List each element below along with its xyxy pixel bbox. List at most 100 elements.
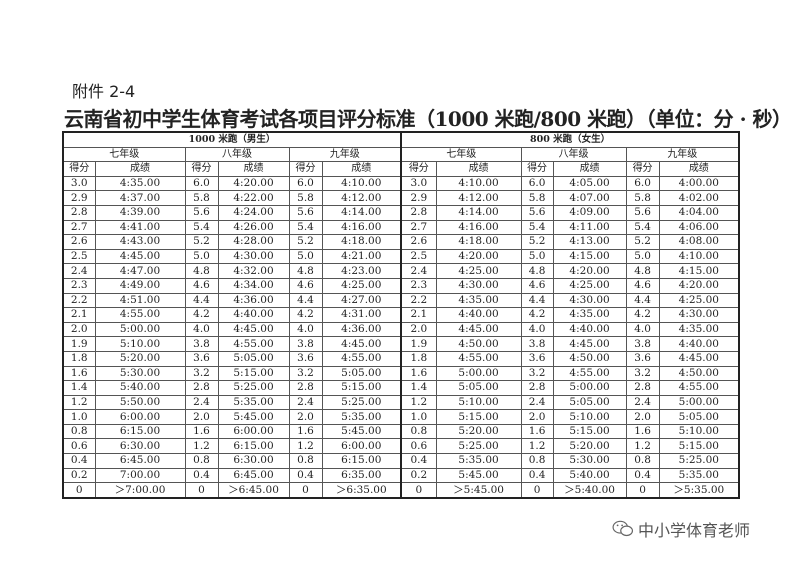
result-cell: 4:45.00	[435, 321, 522, 338]
table-row: 0 ＞7:00.00 0 ＞6:45.00 0 ＞6:35.00 0 ＞5:45.00 0 ＞5:…	[62, 482, 740, 499]
score-cell: 5.4	[625, 219, 660, 236]
column-header-row: 得分 成绩 得分 成绩 得分 成绩 得分 成绩 得分 成绩 得分 成绩	[62, 161, 740, 177]
result-cell: 5:10.00	[435, 394, 522, 411]
score-cell: 0.2	[62, 467, 96, 484]
score-cell: 0.6	[400, 438, 437, 455]
score-cell: 1.9	[62, 336, 96, 352]
score-cell: 0	[625, 482, 660, 499]
result-cell: ＞5:35.00	[658, 482, 740, 499]
score-cell: 1.2	[288, 438, 323, 455]
result-cell: 4:41.00	[94, 219, 186, 236]
score-cell: 5.4	[520, 219, 554, 236]
score-cell: 5.2	[625, 234, 660, 250]
result-header: 成绩	[94, 161, 186, 177]
grade-header: 七年级	[400, 146, 522, 163]
grade-header: 八年级	[520, 146, 627, 163]
result-cell: 6:30.00	[217, 453, 290, 469]
score-cell: 4.2	[288, 307, 323, 323]
result-cell: 4:55.00	[552, 365, 627, 382]
result-cell: 5:00.00	[94, 321, 186, 338]
result-cell: 5:05.00	[321, 365, 403, 382]
result-cell: 4:40.00	[552, 321, 627, 338]
result-cell: 4:34.00	[217, 277, 290, 294]
score-cell: 4.0	[288, 321, 323, 338]
score-cell: 0	[184, 482, 219, 499]
score-cell: 0.4	[184, 467, 219, 484]
score-cell: 4.8	[184, 263, 219, 279]
result-cell: 5:35.00	[217, 394, 290, 411]
result-cell: 4:20.00	[435, 248, 522, 265]
score-cell: 4.0	[184, 321, 219, 338]
table-row: 2.7 4:41.00 5.4 4:26.00 5.4 4:16.00 2.7 4:16.00…	[62, 219, 740, 236]
score-cell: 4.4	[184, 292, 219, 309]
score-cell: 4.4	[520, 292, 554, 309]
score-cell: 0.4	[520, 467, 554, 484]
score-cell: 2.9	[400, 190, 437, 206]
score-cell: 0	[520, 482, 554, 499]
result-cell: 4:35.00	[94, 175, 186, 192]
result-cell: 5:25.00	[658, 453, 740, 469]
table-row: 2.5 4:45.00 5.0 4:30.00 5.0 4:21.00 2.5 4:20.00…	[62, 248, 740, 265]
result-cell: 5:25.00	[435, 438, 522, 455]
result-cell: 4:18.00	[435, 234, 522, 250]
result-cell: 4:55.00	[658, 380, 740, 396]
result-cell: 4:35.00	[552, 307, 627, 323]
result-cell: 4:07.00	[552, 190, 627, 206]
result-cell: 5:20.00	[552, 438, 627, 455]
result-cell: 5:40.00	[552, 467, 627, 484]
result-cell: 7:00.00	[94, 467, 186, 484]
score-cell: 5.0	[288, 248, 323, 265]
score-cell: 1.9	[400, 336, 437, 352]
score-cell: 2.7	[62, 219, 96, 236]
score-cell: 5.2	[288, 234, 323, 250]
result-cell: 4:08.00	[658, 234, 740, 250]
score-cell: 0.8	[62, 423, 96, 440]
score-cell: 1.2	[520, 438, 554, 455]
score-cell: 3.8	[288, 336, 323, 352]
result-cell: 4:55.00	[94, 307, 186, 323]
result-cell: 4:35.00	[435, 292, 522, 309]
result-cell: 4:12.00	[321, 190, 403, 206]
result-cell: 6:15.00	[94, 423, 186, 440]
score-cell: 5.6	[520, 204, 554, 221]
result-cell: 6:00.00	[217, 423, 290, 440]
result-cell: 5:35.00	[435, 453, 522, 469]
score-cell: 1.0	[62, 409, 96, 425]
score-cell: 2.4	[520, 394, 554, 411]
result-cell: 5:15.00	[658, 438, 740, 455]
result-cell: 4:14.00	[321, 204, 403, 221]
table-row: 2.3 4:49.00 4.6 4:34.00 4.6 4:25.00 2.3 4:30.00…	[62, 277, 740, 294]
result-cell: 5:05.00	[552, 394, 627, 411]
result-cell: 5:45.00	[435, 467, 522, 484]
score-cell: 5.4	[288, 219, 323, 236]
score-cell: 3.2	[288, 365, 323, 382]
score-cell: 4.6	[520, 277, 554, 294]
score-cell: 4.8	[625, 263, 660, 279]
watermark: 中小学体育老师	[612, 517, 750, 541]
result-cell: 5:05.00	[658, 409, 740, 425]
table-row: 2.6 4:43.00 5.2 4:28.00 5.2 4:18.00 2.6 4:18.00…	[62, 234, 740, 250]
result-header: 成绩	[435, 161, 522, 177]
table-row: 2.4 4:47.00 4.8 4:32.00 4.8 4:23.00 2.4 4:25.00…	[62, 263, 740, 279]
score-cell: 0.6	[62, 438, 96, 455]
score-cell: 5.4	[184, 219, 219, 236]
result-cell: 5:15.00	[435, 409, 522, 425]
result-cell: 4:30.00	[435, 277, 522, 294]
result-cell: 4:10.00	[658, 248, 740, 265]
score-cell: 3.8	[625, 336, 660, 352]
table-row: 2.2 4:51.00 4.4 4:36.00 4.4 4:27.00 2.2 4:35.00…	[62, 292, 740, 309]
score-cell: 5.0	[625, 248, 660, 265]
group-header-800m: 800 米跑（女生）	[400, 131, 740, 148]
result-cell: 5:45.00	[321, 423, 403, 440]
result-cell: 5:10.00	[552, 409, 627, 425]
result-cell: 4:04.00	[658, 204, 740, 221]
result-cell: 4:24.00	[217, 204, 290, 221]
score-cell: 1.8	[62, 350, 96, 367]
result-cell: 5:00.00	[435, 365, 522, 382]
score-cell: 2.4	[625, 394, 660, 411]
score-cell: 1.2	[62, 394, 96, 411]
table-row: 1.8 5:20.00 3.6 5:05.00 3.6 4:55.00 1.8 4:55.00…	[62, 350, 740, 367]
result-cell: 4:50.00	[435, 336, 522, 352]
result-cell: 4:36.00	[217, 292, 290, 309]
result-cell: 4:27.00	[321, 292, 403, 309]
